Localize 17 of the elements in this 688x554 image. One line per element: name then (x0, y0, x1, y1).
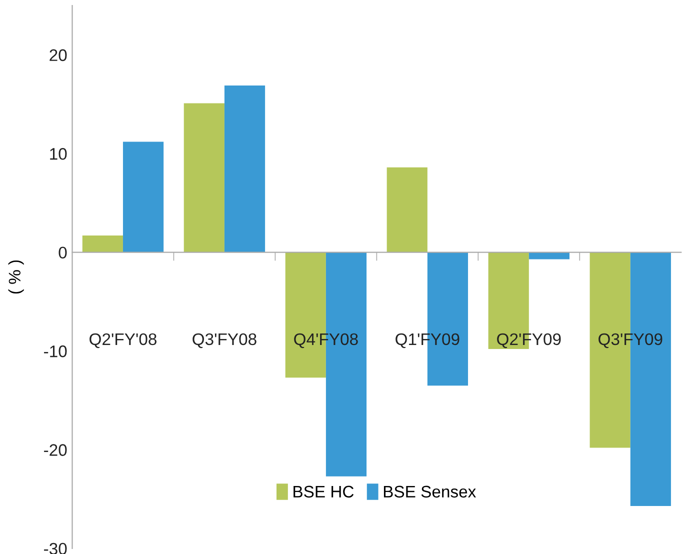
x-tick-label: Q2'FY'08 (90, 333, 156, 348)
y-tick-label: -20 (44, 444, 67, 456)
x-tick-label: Q3'FY08 (192, 333, 256, 348)
y-tick-label: 10 (50, 148, 67, 160)
x-tick-label: Q2'FY09 (497, 333, 561, 348)
bar (122, 142, 164, 252)
y-tick-label: -10 (44, 345, 67, 358)
bar (82, 236, 123, 252)
bar (184, 103, 224, 252)
x-tick-label: Q4'FY08 (294, 333, 358, 348)
y-axis-title: ( % ) (8, 260, 24, 294)
legend-label: BSE Sensex (384, 486, 476, 498)
y-tick-label: 0 (58, 246, 67, 259)
bar (386, 167, 428, 252)
y-tick-label: 20 (50, 49, 67, 62)
bar (224, 85, 266, 252)
legend-label: BSE HC (294, 486, 354, 498)
